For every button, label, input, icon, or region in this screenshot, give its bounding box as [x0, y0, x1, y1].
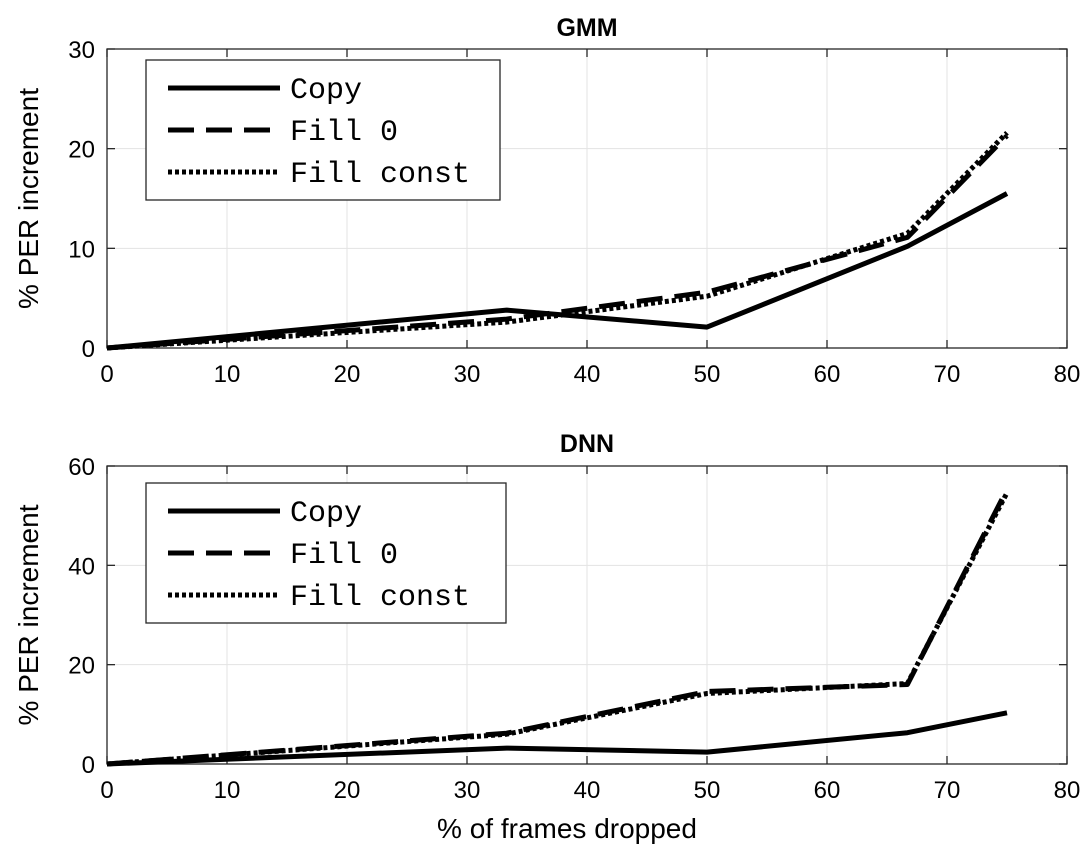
y-tick-label: 0 — [82, 336, 95, 363]
x-tick-label: 0 — [100, 361, 113, 388]
legend-label: Fill const — [290, 581, 470, 615]
y-tick-label: 30 — [68, 37, 95, 64]
y-tick-label: 40 — [68, 553, 95, 580]
x-tick-label: 50 — [694, 361, 721, 388]
series-line-copy — [106, 710, 1008, 767]
x-tick-label: 80 — [1054, 361, 1081, 388]
x-tick-label: 60 — [814, 361, 841, 388]
legend-label: Fill 0 — [290, 116, 398, 150]
x-tick-label: 40 — [574, 777, 601, 804]
x-tick-label: 80 — [1054, 777, 1081, 804]
legend-gmm: Copy Fill 0 Fill const — [145, 59, 501, 201]
legend-box — [145, 59, 501, 201]
legend-label: Copy — [290, 74, 362, 108]
x-tick-label: 0 — [100, 777, 113, 804]
y-tick-label: 60 — [68, 454, 95, 481]
x-tick-label: 10 — [214, 361, 241, 388]
y-tick-label: 20 — [68, 653, 95, 680]
x-tick-label: 40 — [574, 361, 601, 388]
x-tick-label: 50 — [694, 777, 721, 804]
y-tick-label: 0 — [82, 752, 95, 779]
x-tick-label: 20 — [334, 361, 361, 388]
x-tick-label: 60 — [814, 777, 841, 804]
x-tick-label: 10 — [214, 777, 241, 804]
x-tick-label: 70 — [934, 777, 961, 804]
y-axis-label: % PER increment — [13, 88, 44, 309]
chart-gmm: 0 10 20 30 40 50 60 70 80 0 10 20 30 GMM % PER increme… — [13, 14, 1080, 388]
legend-label: Fill 0 — [290, 539, 398, 573]
chart-title-gmm: GMM — [556, 14, 617, 42]
legend-dnn: Copy Fill 0 Fill const — [145, 482, 507, 624]
y-tick-label: 10 — [68, 236, 95, 263]
chart-dnn: 0 10 20 30 40 50 60 70 80 0 20 40 60 DNN % PER increme… — [13, 430, 1080, 844]
series-line-fill-const — [106, 130, 1009, 351]
y-axis-label: % PER increment — [13, 504, 44, 725]
series-line-fill-const — [106, 491, 1010, 767]
series-line-copy — [106, 191, 1009, 351]
x-tick-label: 30 — [454, 361, 481, 388]
legend-label: Copy — [290, 497, 362, 531]
chart-title-dnn: DNN — [560, 430, 614, 458]
legend-label: Fill const — [290, 158, 470, 192]
y-tick-label: 20 — [68, 137, 95, 164]
x-axis-label: % of frames dropped — [437, 813, 697, 844]
x-tick-label: 20 — [334, 777, 361, 804]
x-tick-label: 70 — [934, 361, 961, 388]
x-tick-label: 30 — [454, 777, 481, 804]
